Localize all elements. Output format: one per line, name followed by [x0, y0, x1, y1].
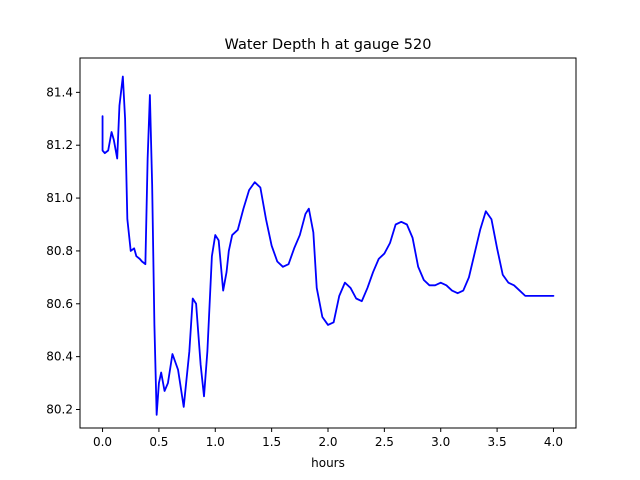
- x-tick-label: 3.5: [488, 435, 507, 449]
- y-tick-label: 81.4: [46, 85, 73, 99]
- y-axis: 80.2 80.4 80.6 80.8 81.0 81.2 81.4: [46, 85, 80, 417]
- y-tick-label: 80.2: [46, 403, 73, 417]
- y-tick-label: 80.6: [46, 297, 73, 311]
- x-tick-label: 4.0: [544, 435, 563, 449]
- x-axis: 0.0 0.5 1.0 1.5 2.0 2.5 3.0 3.5 4.0: [93, 428, 563, 449]
- y-tick-label: 80.8: [46, 244, 73, 258]
- x-tick-label: 2.5: [375, 435, 394, 449]
- x-tick-label: 0.0: [93, 435, 112, 449]
- chart-title: Water Depth h at gauge 520: [225, 37, 432, 53]
- x-tick-label: 1.5: [262, 435, 281, 449]
- x-tick-label: 0.5: [149, 435, 168, 449]
- x-tick-label: 3.0: [431, 435, 450, 449]
- y-tick-label: 80.4: [46, 350, 73, 364]
- y-tick-label: 81.2: [46, 138, 73, 152]
- y-tick-label: 81.0: [46, 191, 73, 205]
- x-tick-label: 2.0: [318, 435, 337, 449]
- x-tick-label: 1.0: [206, 435, 225, 449]
- data-line: [101, 75, 555, 416]
- x-axis-label: hours: [311, 456, 345, 470]
